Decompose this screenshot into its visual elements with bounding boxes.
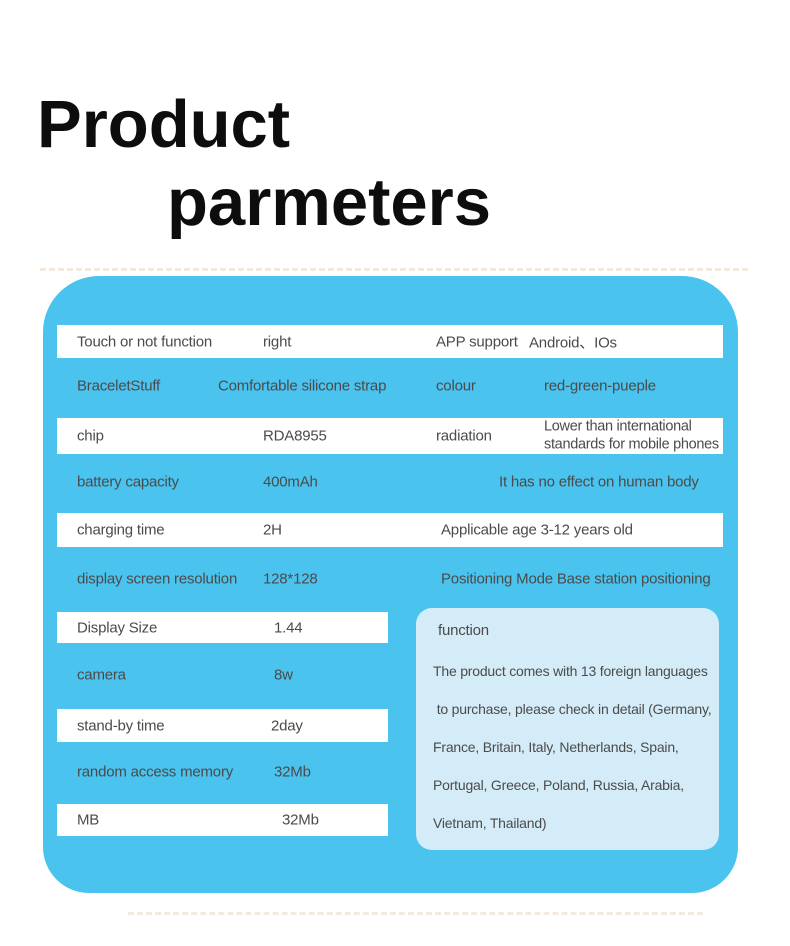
- spec-value: red-green-pueple: [544, 377, 656, 395]
- spec-value: 2day: [271, 717, 303, 734]
- spec-note: Applicable age 3-12 years old: [441, 521, 633, 539]
- spec-value: 128*128: [263, 570, 318, 588]
- dashed-separator-top: [40, 268, 748, 271]
- function-box-text: The product comes with 13 foreign langua…: [433, 652, 712, 842]
- spec-row-strap: BraceletStuff Comfortable silicone strap…: [57, 370, 723, 402]
- spec-value: 32Mb: [274, 763, 311, 781]
- spec-panel: Touch or not function right APP support …: [43, 276, 738, 893]
- spec-row-resolution: display screen resolution 128*128 Positi…: [57, 563, 723, 595]
- spec-label: stand-by time: [77, 717, 165, 734]
- spec-row-ram: random access memory 32Mb: [57, 756, 388, 788]
- spec-label: camera: [77, 666, 126, 684]
- spec-value: right: [263, 333, 292, 350]
- spec-row-mb: MB 32Mb: [57, 804, 388, 836]
- spec-label: display screen resolution: [77, 570, 238, 588]
- spec-note: Positioning Mode Base station positionin…: [441, 570, 711, 588]
- function-box-line: The product comes with 13 foreign langua…: [433, 663, 708, 679]
- page-title-line1: Product: [37, 87, 291, 162]
- spec-value: Comfortable silicone strap: [218, 377, 387, 395]
- spec-label: MB: [77, 811, 100, 829]
- spec-label: colour: [436, 377, 476, 395]
- spec-label: radiation: [436, 427, 492, 445]
- function-box-line: Portugal, Greece, Poland, Russia, Arabia…: [433, 777, 684, 793]
- spec-note: It has no effect on human body: [499, 473, 699, 491]
- function-box-line: France, Britain, Italy, Netherlands, Spa…: [433, 739, 679, 755]
- spec-value: Lower than international standards for m…: [544, 418, 719, 453]
- spec-label: APP support: [436, 333, 518, 350]
- spec-label: random access memory: [77, 763, 234, 781]
- spec-label: BraceletStuff: [77, 377, 161, 395]
- spec-value: 32Mb: [282, 811, 319, 829]
- function-box-line: Vietnam, Thailand): [433, 815, 547, 831]
- function-box-line: to purchase, please check in detail (Ger…: [433, 701, 712, 717]
- spec-label: chip: [77, 427, 104, 445]
- spec-row-standby: stand-by time 2day: [57, 709, 388, 742]
- spec-value: 2H: [263, 521, 282, 539]
- spec-label: Touch or not function: [77, 333, 213, 350]
- spec-row-touch: Touch or not function right APP support …: [57, 325, 723, 358]
- page-title: Product parmeters: [37, 86, 491, 242]
- function-box: function The product comes with 13 forei…: [416, 608, 719, 850]
- spec-value: RDA8955: [263, 427, 327, 445]
- page-title-line2: parmeters: [167, 165, 492, 240]
- spec-label: Display Size: [77, 619, 158, 636]
- dashed-separator-bottom: [128, 912, 703, 915]
- spec-row-chip: chip RDA8955 radiation Lower than intern…: [57, 418, 723, 454]
- spec-row-battery: battery capacity 400mAh It has no effect…: [57, 466, 723, 498]
- spec-row-charging: charging time 2H Applicable age 3-12 yea…: [57, 513, 723, 547]
- spec-label: charging time: [77, 521, 165, 539]
- spec-row-display-size: Display Size 1.44: [57, 612, 388, 643]
- spec-value: 1.44: [274, 619, 303, 636]
- function-box-title: function: [438, 622, 489, 639]
- spec-value: 8w: [274, 666, 293, 684]
- spec-label: battery capacity: [77, 473, 179, 491]
- spec-row-camera: camera 8w: [57, 659, 388, 691]
- spec-value: 400mAh: [263, 473, 318, 491]
- spec-value: Android、IOs: [529, 334, 617, 351]
